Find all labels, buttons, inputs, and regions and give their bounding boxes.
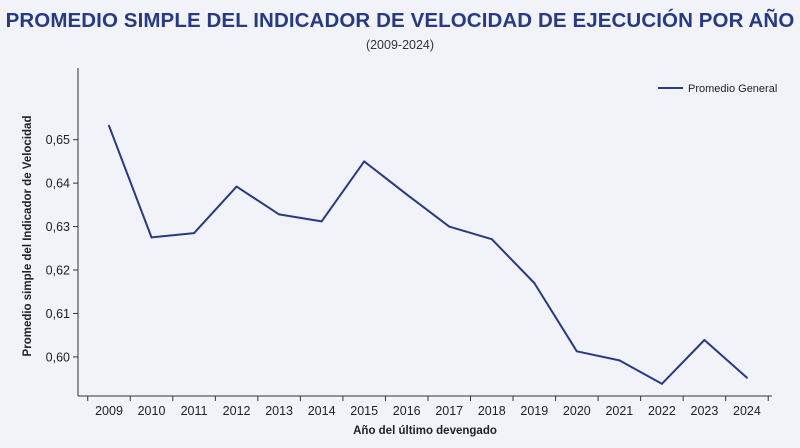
y-tick-label: 0,61	[46, 307, 70, 321]
x-tick-label: 2023	[691, 404, 719, 418]
y-tick-label: 0,63	[46, 220, 70, 234]
x-tick-label: 2024	[733, 404, 761, 418]
x-tick-label: 2019	[520, 404, 548, 418]
data-point	[490, 238, 493, 241]
y-axis: 0,60 0,61 0,62 0,63 0,64 0,65	[46, 68, 79, 396]
data-point	[320, 220, 323, 223]
x-tick-label: 2017	[435, 404, 463, 418]
x-tick-label: 2009	[95, 404, 123, 418]
x-tick-label: 2021	[605, 404, 633, 418]
data-point	[448, 225, 451, 228]
data-point	[235, 185, 238, 188]
y-axis-title: Promedio simple del Indicador de Velocid…	[22, 116, 34, 357]
data-point	[533, 282, 536, 285]
x-tick-label: 2013	[265, 404, 293, 418]
x-tick-label: 2010	[138, 404, 166, 418]
x-tick-label: 2012	[223, 404, 251, 418]
legend-label: Promedio General	[688, 83, 777, 95]
chart-title: PROMEDIO SIMPLE DEL INDICADOR DE VELOCID…	[5, 9, 795, 32]
x-tick-label: 2015	[350, 404, 378, 418]
data-point	[703, 338, 706, 341]
x-tick-label: 2014	[308, 404, 336, 418]
series-line	[108, 125, 748, 385]
data-point	[278, 213, 281, 216]
data-point	[618, 359, 621, 362]
x-tick-label: 2011	[181, 404, 208, 418]
y-tick-label: 0,62	[46, 264, 70, 278]
y-tick-label: 0,65	[46, 133, 70, 147]
data-point	[405, 193, 408, 196]
x-tick-label: 2016	[393, 404, 421, 418]
data-point	[575, 350, 578, 353]
x-tick-label: 2022	[648, 404, 676, 418]
legend: Promedio General	[658, 83, 777, 95]
data-point	[193, 232, 196, 235]
x-axis-title: Año del último devengado	[353, 425, 497, 437]
chart-subtitle: (2009-2024)	[365, 38, 435, 52]
x-tick-label: 2020	[563, 404, 591, 418]
x-tick-label: 2018	[478, 404, 506, 418]
data-point	[363, 160, 366, 163]
x-axis: 2009 2010 2011 2012 2013 2014 2015 2016 2017 2018…	[78, 395, 772, 418]
y-tick-label: 0,64	[46, 177, 70, 191]
series-layer	[108, 124, 748, 385]
data-point	[150, 236, 153, 239]
y-tick-label: 0,60	[46, 350, 70, 364]
data-point	[745, 376, 748, 379]
data-point	[108, 124, 110, 127]
data-point	[660, 382, 663, 385]
